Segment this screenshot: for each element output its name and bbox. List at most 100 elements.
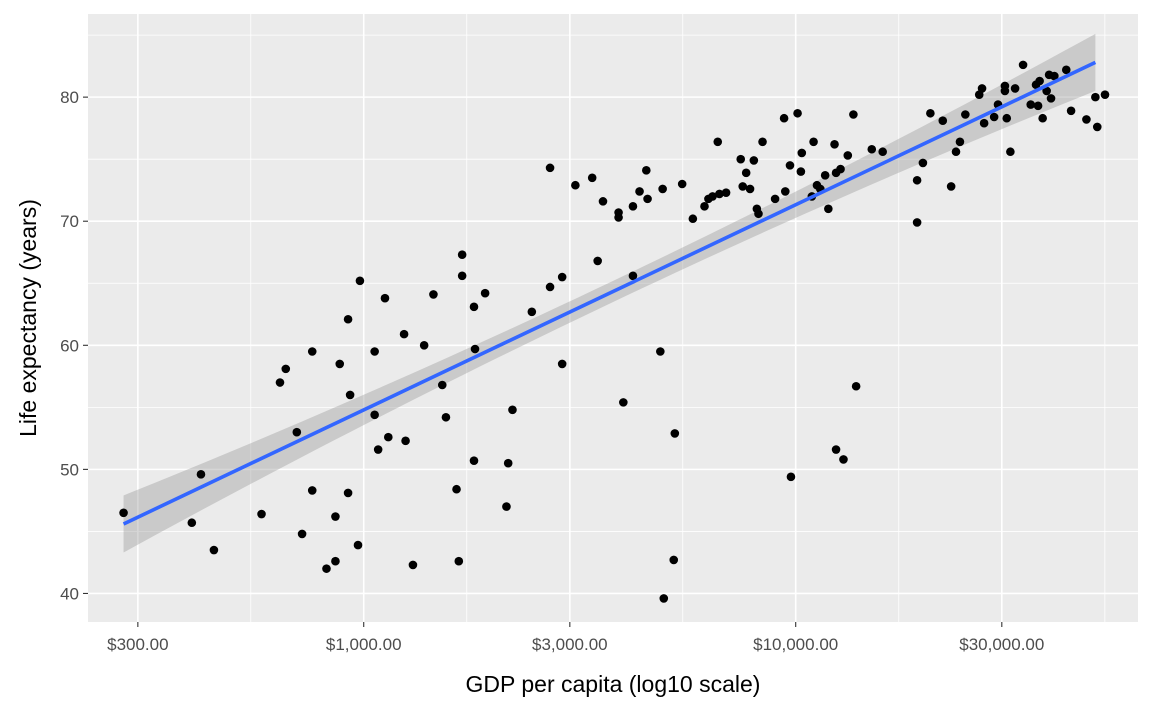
data-point xyxy=(1066,106,1076,116)
data-point xyxy=(656,347,665,356)
data-point xyxy=(643,194,652,204)
data-point xyxy=(955,137,965,147)
data-point xyxy=(343,314,353,324)
data-point xyxy=(408,560,418,570)
data-point xyxy=(758,137,767,147)
data-point xyxy=(849,110,858,119)
data-point xyxy=(1018,60,1028,70)
data-point xyxy=(1042,86,1051,96)
data-point xyxy=(257,509,266,519)
y-tick-label: 80 xyxy=(60,88,79,107)
data-point xyxy=(1100,90,1110,99)
data-points xyxy=(119,60,1110,603)
data-point xyxy=(754,209,763,219)
data-point xyxy=(700,202,709,211)
data-point xyxy=(437,380,447,390)
data-point xyxy=(119,508,128,518)
data-point xyxy=(796,167,806,176)
data-point xyxy=(628,271,638,281)
data-point xyxy=(469,302,479,312)
data-point xyxy=(708,192,717,201)
data-point xyxy=(196,470,206,479)
data-point xyxy=(738,182,748,191)
tick-labels: $300.00 $1,000.00 $3,000.00 $10,000.00 $30,0… xyxy=(60,88,1044,654)
data-point xyxy=(343,488,353,498)
data-point xyxy=(322,564,331,573)
data-point xyxy=(297,529,307,539)
data-point xyxy=(938,116,948,126)
data-point xyxy=(918,158,928,168)
x-tick-label: $30,000.00 xyxy=(959,635,1044,654)
data-point xyxy=(380,293,390,303)
y-tick-label: 70 xyxy=(60,212,79,231)
data-point xyxy=(527,307,537,317)
data-point xyxy=(926,108,935,118)
data-point xyxy=(961,110,970,119)
data-point xyxy=(587,173,597,183)
data-point xyxy=(809,137,818,147)
data-point xyxy=(635,187,644,196)
data-point xyxy=(745,184,755,194)
data-point xyxy=(1061,65,1071,75)
data-point xyxy=(1035,76,1044,86)
data-point xyxy=(1038,113,1047,123)
data-point xyxy=(824,204,833,214)
data-point xyxy=(187,518,197,528)
data-point xyxy=(780,187,790,196)
data-point xyxy=(307,347,317,356)
data-point xyxy=(797,148,807,158)
data-point xyxy=(878,147,887,157)
data-point xyxy=(979,118,989,128)
data-point xyxy=(384,432,393,442)
data-point xyxy=(989,112,999,122)
data-point xyxy=(843,151,853,160)
data-point xyxy=(749,156,759,165)
data-point xyxy=(355,276,365,286)
data-point xyxy=(399,329,409,339)
data-point xyxy=(912,218,922,227)
data-point xyxy=(614,213,623,222)
data-point xyxy=(502,502,511,511)
data-point xyxy=(669,555,679,565)
data-point xyxy=(1006,147,1015,157)
data-point xyxy=(713,137,723,147)
data-point xyxy=(1050,71,1059,81)
data-point xyxy=(345,390,355,400)
data-point xyxy=(779,113,789,123)
x-tick-label: $3,000.00 xyxy=(532,635,608,654)
data-point xyxy=(951,147,961,157)
y-tick-label: 40 xyxy=(60,584,79,603)
data-point xyxy=(419,341,429,350)
data-point xyxy=(331,512,340,521)
data-point xyxy=(1026,100,1036,109)
data-point xyxy=(307,486,317,495)
data-point xyxy=(1010,84,1020,93)
y-tick-label: 50 xyxy=(60,460,79,479)
data-point xyxy=(1092,122,1102,132)
data-point xyxy=(1046,94,1056,103)
data-point xyxy=(785,161,795,170)
data-point xyxy=(721,188,731,197)
major-gridlines xyxy=(88,14,1138,622)
data-point xyxy=(946,182,956,191)
data-point xyxy=(557,272,567,282)
data-point xyxy=(786,472,796,482)
data-point xyxy=(598,197,608,206)
data-point xyxy=(836,164,845,174)
data-point xyxy=(429,290,438,299)
data-point xyxy=(401,436,410,446)
data-point xyxy=(470,344,480,354)
minor-gridlines xyxy=(88,14,1138,622)
data-point xyxy=(839,455,848,464)
data-point xyxy=(977,84,987,93)
data-point xyxy=(441,412,451,422)
data-point xyxy=(480,288,490,298)
data-point xyxy=(545,282,555,292)
data-point xyxy=(628,202,638,211)
data-point xyxy=(508,405,517,415)
data-point xyxy=(770,194,780,204)
data-point xyxy=(830,139,839,149)
data-point xyxy=(557,359,567,369)
data-point xyxy=(454,556,464,566)
regression-line-layer xyxy=(122,60,1097,526)
